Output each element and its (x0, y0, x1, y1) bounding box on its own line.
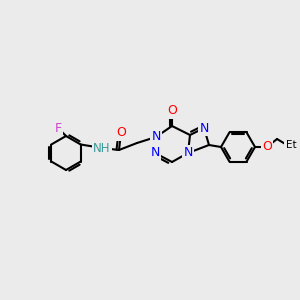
Text: O: O (262, 140, 272, 154)
Text: NH: NH (93, 142, 111, 154)
Text: N: N (150, 146, 160, 160)
Text: F: F (54, 122, 61, 134)
Text: Et: Et (286, 140, 296, 150)
Text: N: N (151, 130, 161, 143)
Text: O: O (116, 127, 126, 140)
Text: O: O (167, 104, 177, 118)
Text: N: N (183, 146, 193, 160)
Text: N: N (199, 122, 209, 134)
